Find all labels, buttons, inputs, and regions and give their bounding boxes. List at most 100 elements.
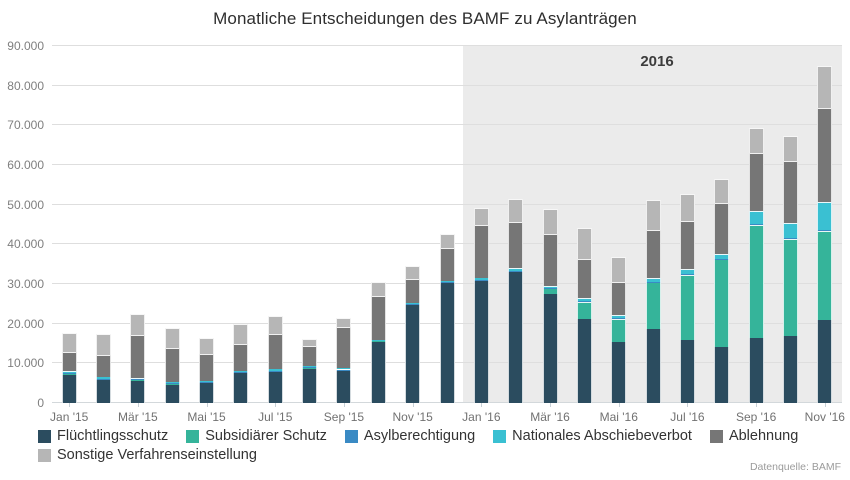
bar-segment[interactable] xyxy=(645,230,661,278)
bar-segment[interactable] xyxy=(370,339,386,341)
bar-segment[interactable] xyxy=(679,273,695,275)
bar-segment[interactable] xyxy=(96,379,112,403)
bar-segment[interactable] xyxy=(576,259,592,299)
bar-segment[interactable] xyxy=(302,367,318,403)
bar-segment[interactable] xyxy=(336,367,352,370)
bar-segment[interactable] xyxy=(439,233,455,248)
bar-segment[interactable] xyxy=(61,332,77,353)
bar-segment[interactable] xyxy=(748,223,764,225)
bar-segment[interactable] xyxy=(817,108,833,203)
bar-segment[interactable] xyxy=(199,380,215,382)
bar-segment[interactable] xyxy=(233,324,249,344)
bar-segment[interactable] xyxy=(439,280,455,282)
bar-segment[interactable] xyxy=(96,333,112,355)
bar-segment[interactable] xyxy=(405,303,421,304)
bar-segment[interactable] xyxy=(714,259,730,347)
bar-segment[interactable] xyxy=(370,295,386,340)
bar-segment[interactable] xyxy=(61,374,77,403)
bar-segment[interactable] xyxy=(61,371,77,374)
bar-segment[interactable] xyxy=(302,338,318,346)
bar-segment[interactable] xyxy=(679,193,695,221)
bar-segment[interactable] xyxy=(817,320,833,403)
bar-segment[interactable] xyxy=(645,282,661,330)
bar-segment[interactable] xyxy=(473,278,489,280)
bar-segment[interactable] xyxy=(96,354,112,378)
bar-segment[interactable] xyxy=(405,265,421,280)
bar-segment[interactable] xyxy=(508,222,524,268)
bar-segment[interactable] xyxy=(714,258,730,260)
bar-segment[interactable] xyxy=(748,224,764,338)
bar-segment[interactable] xyxy=(130,377,146,380)
bar-segment[interactable] xyxy=(817,202,833,230)
bar-segment[interactable] xyxy=(679,339,695,403)
bar-segment[interactable] xyxy=(714,346,730,403)
bar-segment[interactable] xyxy=(473,280,489,403)
bar-segment[interactable] xyxy=(645,199,661,231)
bar-segment[interactable] xyxy=(542,208,558,234)
bar-segment[interactable] xyxy=(405,279,421,304)
bar-segment[interactable] xyxy=(542,293,558,403)
bar-segment[interactable] xyxy=(130,380,146,403)
bar-segment[interactable] xyxy=(782,335,798,403)
bar-segment[interactable] xyxy=(233,343,249,371)
bar-segment[interactable] xyxy=(130,313,146,335)
bar-segment[interactable] xyxy=(96,377,112,379)
bar-segment[interactable] xyxy=(164,382,180,384)
bar-segment[interactable] xyxy=(302,366,318,368)
bar-segment[interactable] xyxy=(576,318,592,403)
bar-segment[interactable] xyxy=(611,342,627,403)
bar-segment[interactable] xyxy=(439,282,455,403)
bar-segment[interactable] xyxy=(611,318,627,343)
bar-segment[interactable] xyxy=(782,239,798,336)
bar-segment[interactable] xyxy=(267,369,283,371)
bar-segment[interactable] xyxy=(542,233,558,286)
bar-segment[interactable] xyxy=(645,329,661,403)
bar-segment[interactable] xyxy=(405,304,421,403)
bar-segment[interactable] xyxy=(679,274,695,340)
bar-segment[interactable] xyxy=(782,161,798,223)
bar-segment[interactable] xyxy=(576,228,592,260)
bar-segment[interactable] xyxy=(164,328,180,349)
bar-segment[interactable] xyxy=(611,257,627,283)
bar-segment[interactable] xyxy=(267,371,283,403)
bar-segment[interactable] xyxy=(714,203,730,254)
bar-segment[interactable] xyxy=(782,136,798,162)
bar-segment[interactable] xyxy=(302,345,318,367)
bar-segment[interactable] xyxy=(199,338,215,355)
bar-segment[interactable] xyxy=(267,333,283,370)
bar-segment[interactable] xyxy=(233,372,249,403)
bar-segment[interactable] xyxy=(645,277,661,282)
bar-segment[interactable] xyxy=(199,382,215,403)
bar-segment[interactable] xyxy=(714,178,730,204)
bar-segment[interactable] xyxy=(782,222,798,239)
bar-segment[interactable] xyxy=(611,282,627,316)
bar-segment[interactable] xyxy=(336,317,352,328)
bar-segment[interactable] xyxy=(817,65,833,109)
bar-segment[interactable] xyxy=(473,280,489,281)
bar-segment[interactable] xyxy=(370,341,386,403)
bar-segment[interactable] xyxy=(164,383,180,403)
bar-segment[interactable] xyxy=(439,247,455,281)
bar-segment[interactable] xyxy=(782,238,798,240)
bar-segment[interactable] xyxy=(508,267,524,271)
bar-segment[interactable] xyxy=(508,270,524,273)
bar-segment[interactable] xyxy=(473,225,489,279)
bar-segment[interactable] xyxy=(336,327,352,368)
bar-segment[interactable] xyxy=(817,230,833,321)
bar-segment[interactable] xyxy=(61,352,77,372)
bar-segment[interactable] xyxy=(542,287,558,294)
bar-segment[interactable] xyxy=(370,282,386,296)
bar-segment[interactable] xyxy=(473,207,489,226)
bar-segment[interactable] xyxy=(130,334,146,378)
bar-segment[interactable] xyxy=(508,272,524,403)
bar-segment[interactable] xyxy=(336,370,352,403)
bar-segment[interactable] xyxy=(714,253,730,259)
bar-segment[interactable] xyxy=(267,315,283,334)
bar-segment[interactable] xyxy=(679,220,695,269)
bar-segment[interactable] xyxy=(576,301,592,319)
bar-segment[interactable] xyxy=(508,198,524,223)
bar-segment[interactable] xyxy=(164,348,180,382)
bar-segment[interactable] xyxy=(748,128,764,154)
bar-segment[interactable] xyxy=(748,153,764,211)
bar-segment[interactable] xyxy=(199,354,215,381)
